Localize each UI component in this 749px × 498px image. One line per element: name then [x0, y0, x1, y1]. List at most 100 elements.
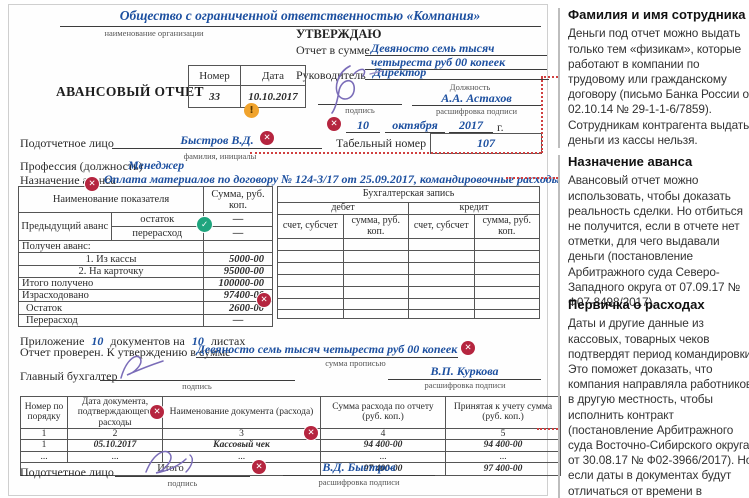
expense-header: Дата документа, подтверждающего расходы — [67, 396, 163, 429]
advance-row-label: Израсходовано — [18, 289, 204, 302]
approve-title: УТВЕРЖДАЮ — [296, 27, 382, 41]
chief-transcript-caption: расшифровка подписи — [424, 380, 506, 390]
leader-line-name-vertical — [541, 77, 543, 153]
empty-cell — [473, 298, 540, 310]
advance-row-label: 1. Из кассы — [18, 252, 204, 266]
advance-row-value: 95000-00 — [203, 265, 273, 278]
cross-icon: ✕ — [252, 460, 266, 474]
empty-cell — [277, 298, 344, 310]
advance-row-value: 5000-00 — [203, 252, 273, 266]
head-sign-line — [318, 90, 402, 105]
empty-cell — [277, 262, 344, 275]
debit-label: дебет — [277, 202, 409, 215]
footer-sign-caption: подпись — [167, 478, 198, 488]
date-month: октября — [385, 119, 445, 133]
empty-cell — [408, 250, 475, 263]
head-position: Директор — [365, 66, 549, 80]
ellipsis-cell: ... — [320, 450, 446, 464]
org-name-underline — [60, 12, 541, 27]
position-caption: Должность — [449, 82, 491, 92]
cross-icon: ✕ — [150, 405, 164, 419]
note-title: Фамилия и имя сотрудника — [568, 7, 746, 22]
leader-line-expense — [537, 428, 558, 430]
date-g: г. — [497, 120, 504, 134]
debit-sum-header: сумма, руб. коп. — [342, 214, 409, 239]
advance-row-value: — — [203, 314, 273, 327]
tab-number-box: 107 — [430, 133, 542, 154]
footer-sign-line — [115, 462, 250, 477]
expense-row-sum-accepted: 94 400-00 — [445, 439, 561, 452]
head-transcript-caption: расшифровка подписи — [435, 106, 518, 116]
credit-label: кредит — [408, 202, 540, 215]
col-number: 1 — [20, 427, 68, 441]
empty-cell — [342, 298, 409, 310]
number-date-table: Номер Дата 33 10.10.2017 — [188, 65, 306, 108]
expense-header: Принятая к учету сумма (руб. коп.) — [445, 396, 561, 429]
head-label: Руководитель — [296, 68, 366, 82]
footer-transcript-caption: расшифровка подписи — [318, 477, 400, 487]
leader-line-purpose — [506, 177, 558, 179]
report-sum-line2: четыреста руб 00 копеек — [365, 56, 547, 70]
prev-advance-label: Предыдущий аванс — [18, 212, 112, 241]
empty-cell — [342, 250, 409, 263]
rest-value: — — [203, 212, 273, 227]
tab-number-value: 107 — [477, 136, 495, 151]
empty-cell — [342, 262, 409, 275]
appendix-part2: документов на — [110, 334, 185, 348]
cross-icon: ✕ — [85, 177, 99, 191]
overspend-value: — — [203, 226, 273, 241]
empty-cell — [473, 238, 540, 251]
expense-header: Наименование документа (расхода) — [162, 396, 321, 429]
profession-label: Профессия (должность) — [20, 159, 143, 173]
expense-row-num: 1 — [20, 439, 68, 452]
date-label: Дата — [240, 65, 306, 86]
accountable-signature-scribble — [145, 450, 193, 474]
note-advance-purpose: Назначение аванса Авансовый отчет можно … — [558, 154, 749, 311]
empty-cell — [277, 309, 344, 319]
expense-table: Номер по порядку Дата документа, подтвер… — [20, 396, 561, 476]
accountable-label: Подотчетное лицо — [20, 136, 114, 150]
empty-cell — [473, 309, 540, 319]
empty-cell — [342, 309, 409, 319]
org-caption: наименование организации — [104, 28, 204, 38]
cross-icon: ✕ — [257, 293, 271, 307]
accounting-table: Бухгалтерская запись дебет кредит счет, … — [277, 186, 540, 319]
note-employee-name: Фамилия и имя сотрудника Деньги под отче… — [558, 7, 749, 148]
chief-label: Главный бухгалтер — [20, 369, 118, 383]
note-expense-documents: Первичка о расходах Даты и другие данные… — [558, 297, 749, 498]
advance-row-value: 100000-00 — [203, 277, 273, 290]
cross-icon: ✕ — [304, 426, 318, 440]
credit-sum-header: сумма, руб. коп. — [473, 214, 540, 239]
expense-header: Сумма расхода по отчету (руб. коп.) — [320, 396, 446, 429]
chief-sign-caption: подпись — [182, 381, 212, 391]
purpose-label: Назначение аванса — [20, 173, 116, 187]
sum-caption: сумма прописью — [325, 358, 386, 368]
col-number: 4 — [320, 427, 446, 441]
chief-signature-scribble — [120, 355, 164, 379]
empty-cell — [277, 286, 344, 299]
empty-cell — [277, 250, 344, 263]
advance-row-label: Итого получено — [18, 277, 204, 290]
leader-line-name — [250, 152, 541, 154]
leader-line-name-stub — [541, 76, 558, 78]
head-signature-scribble — [331, 65, 383, 114]
accountable-name: Быстров В.Д. — [112, 134, 322, 149]
credit-account-header: счет, субсчет — [408, 214, 475, 239]
expense-header: Номер по порядку — [20, 396, 68, 429]
empty-cell — [408, 298, 475, 310]
empty-cell — [408, 262, 475, 275]
empty-cell — [473, 274, 540, 287]
note-title: Первичка о расходах — [568, 297, 705, 312]
empty-cell — [408, 274, 475, 287]
rest-label: остаток — [110, 212, 204, 227]
note-body: Деньги под отчет можно выдать только тем… — [568, 26, 749, 147]
empty-cell — [203, 240, 273, 253]
date-day: 10 — [346, 119, 380, 133]
advance-row-label: 2. На карточку — [18, 265, 204, 278]
appendix-part3: листах — [210, 334, 246, 348]
col-number: 5 — [445, 427, 561, 441]
date-year: 2017 — [449, 119, 493, 133]
docs-count: 10 — [91, 334, 104, 348]
checked-label: Отчет проверен. К утверждению в сумме — [20, 345, 231, 359]
